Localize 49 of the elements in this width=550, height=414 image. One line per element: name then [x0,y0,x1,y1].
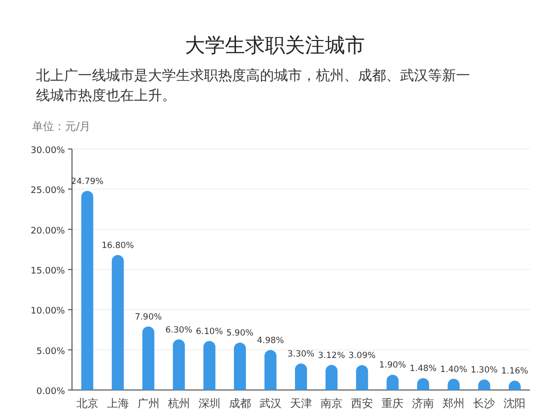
y-tick-label: 20.00% [30,226,66,236]
y-tick-label: 15.00% [30,266,66,276]
data-label: 3.12% [318,350,346,361]
x-tick-label: 天津 [290,397,312,410]
text: 单位：元/月 [32,120,91,133]
bar [172,339,185,390]
x-tick-label: 杭州 [166,397,190,410]
data-label: 1.90% [379,360,406,371]
x-tick-label: 武汉 [259,397,282,410]
data-label: 3.30% [287,349,315,360]
bar [264,350,276,390]
y-tick-label: 25.00% [30,186,66,196]
data-label: 6.30% [165,325,192,336]
bar [81,190,94,390]
data-label: 7.90% [134,312,162,323]
x-tick-label: 南京 [320,397,343,410]
data-label: 3.09% [348,351,376,362]
bar [326,364,338,390]
bar [142,326,154,390]
x-tick-label: 沈阳 [504,397,526,410]
data-label: 4.98% [256,336,284,346]
data-label: 1.16% [501,366,528,377]
data-label: 5.90% [226,328,254,339]
x-tick-label: 广州 [137,397,160,410]
x-tick-label: 重庆 [382,397,404,410]
y-tick-label: 5.00% [36,346,66,357]
data-label: 1.40% [440,364,468,375]
y-tick-label: 10.00% [30,306,66,317]
x-tick-label: 成都 [228,397,251,410]
x-tick-label: 上海 [106,397,129,410]
bar [356,365,368,390]
data-label: 16.80% [102,241,134,252]
data-label: 1.30% [470,366,498,376]
chart-subtitle: 北上广一线城市是大学生求职热度高的城市，杭州、成都、武汉等新一线城市热度也在上升。 [36,68,470,104]
bar [203,341,216,390]
bar [112,255,124,390]
x-tick-label: 济南 [412,397,434,410]
bar [295,364,307,390]
data-label: 6.10% [196,326,223,337]
x-tick-label: 深圳 [198,397,220,410]
y-tick-label: 30.00% [30,146,66,156]
chart-title: 大学生求职关注城市 [185,33,365,57]
bar [234,342,246,390]
x-tick-label: 西安 [351,397,374,410]
x-tick-label: 北京 [76,397,98,410]
x-tick-label: 长沙 [473,397,496,410]
y-tick-label: 0.00% [36,387,66,397]
x-tick-label: 郑州 [442,397,465,410]
data-label: 1.48% [410,364,437,374]
